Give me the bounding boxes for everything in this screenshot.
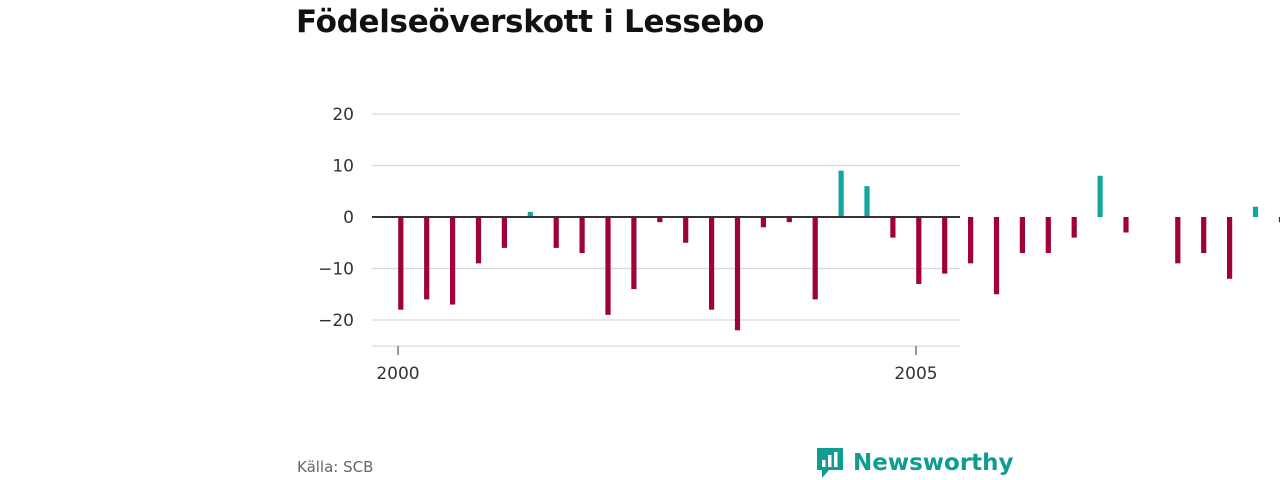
bar	[501, 217, 507, 248]
bar	[553, 217, 559, 248]
bar	[1175, 217, 1181, 264]
bar	[864, 186, 870, 217]
bar	[631, 217, 637, 290]
bar	[968, 217, 974, 264]
bar	[890, 217, 896, 238]
bar	[1019, 217, 1025, 254]
bar	[683, 217, 689, 243]
bar	[1045, 217, 1051, 254]
bar	[709, 217, 715, 310]
bar	[760, 217, 766, 228]
bar	[1227, 217, 1233, 279]
brand-name: Newsworthy	[853, 450, 1014, 476]
bar	[812, 217, 818, 300]
x-tick-label: 2000	[376, 364, 419, 384]
source-label: Källa: SCB	[297, 458, 374, 476]
bar	[579, 217, 585, 254]
bar	[1097, 175, 1103, 217]
x-tick-label: 2005	[894, 364, 937, 384]
bars	[398, 170, 1280, 331]
bar	[993, 217, 1000, 295]
bar	[450, 217, 456, 305]
bar	[1201, 217, 1207, 254]
bar	[734, 217, 741, 331]
bar	[916, 217, 922, 284]
bar	[527, 211, 533, 217]
bar	[942, 217, 948, 274]
chart-title: Födelseöverskott i Lessebo	[296, 4, 765, 40]
y-tick-label: 10	[332, 157, 354, 177]
bar	[657, 217, 663, 223]
y-tick-label: −10	[318, 260, 354, 280]
grid-lines	[372, 113, 960, 321]
bar	[398, 217, 404, 310]
brand-logo: Newsworthy	[815, 446, 1014, 480]
y-tick-label: 0	[343, 208, 354, 228]
bar	[424, 217, 430, 300]
bar	[475, 217, 482, 264]
bar	[1278, 217, 1280, 223]
bar	[1252, 206, 1259, 217]
y-tick-label: 20	[332, 105, 354, 125]
bar-chart-icon	[817, 448, 843, 478]
bar	[1071, 217, 1077, 238]
bar	[786, 217, 792, 223]
bar	[1123, 217, 1129, 233]
bar	[605, 217, 611, 315]
bar	[838, 170, 844, 217]
y-tick-label: −20	[318, 311, 354, 331]
